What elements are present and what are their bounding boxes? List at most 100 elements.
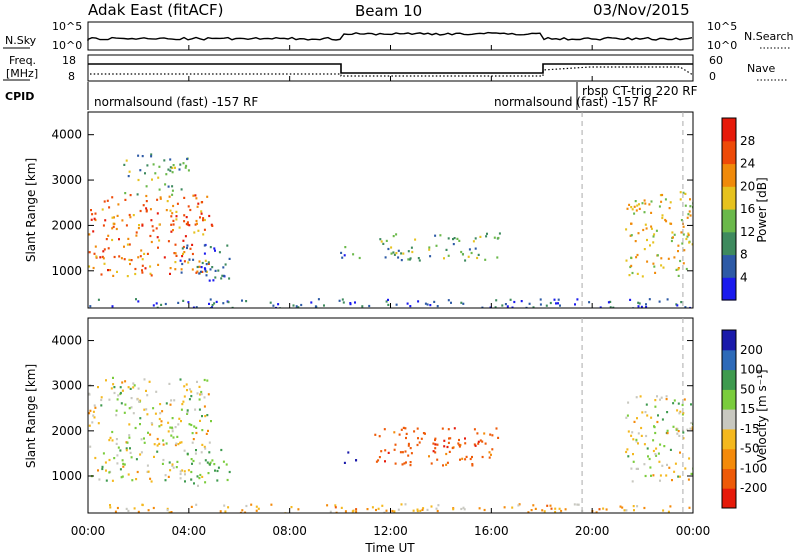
heatmap-cell xyxy=(135,298,137,301)
heatmap-cell xyxy=(658,205,661,208)
heatmap-cell xyxy=(476,432,479,435)
heatmap-cell xyxy=(677,250,679,253)
heatmap-cell xyxy=(123,258,126,261)
nsearch-tick-bottom: 10^0 xyxy=(707,39,737,52)
heatmap-cell xyxy=(661,464,664,467)
heatmap-cell xyxy=(183,251,186,254)
heatmap-cell xyxy=(292,304,295,307)
heatmap-cell xyxy=(210,223,213,226)
freq-tick-top: 18 xyxy=(62,54,76,67)
heatmap-cell xyxy=(165,402,168,405)
heatmap-cell xyxy=(231,306,234,308)
heatmap-cell xyxy=(539,298,542,301)
heatmap-cell xyxy=(462,506,465,509)
heatmap-cell xyxy=(407,250,410,253)
heatmap-cell xyxy=(633,509,635,512)
heatmap-cell xyxy=(496,256,499,259)
heatmap-cell xyxy=(141,269,143,272)
heatmap-cell xyxy=(128,407,131,410)
colorbar-tick-label: 100 xyxy=(740,363,763,377)
x-tick-label: 20:00 xyxy=(575,524,610,538)
heatmap-cell xyxy=(392,251,395,254)
heatmap-cell xyxy=(405,432,408,435)
heatmap-cell xyxy=(662,266,665,269)
heatmap-cell xyxy=(203,396,206,399)
heatmap-cell xyxy=(448,450,451,453)
heatmap-cell xyxy=(673,256,676,259)
heatmap-cell xyxy=(518,503,521,506)
heatmap-cell xyxy=(667,257,670,260)
heatmap-cell xyxy=(121,219,124,222)
heatmap-cell xyxy=(626,207,629,210)
heatmap-cell xyxy=(129,262,131,266)
heatmap-cell xyxy=(655,447,658,450)
heatmap-cell xyxy=(573,503,576,506)
heatmap-cell xyxy=(166,200,169,203)
heatmap-cell xyxy=(436,458,439,461)
heatmap-cell xyxy=(159,196,162,199)
heatmap-cell xyxy=(175,215,178,218)
heatmap-cell xyxy=(207,393,210,396)
heatmap-cell xyxy=(92,410,95,413)
heatmap-cell xyxy=(150,422,153,425)
heatmap-cell xyxy=(408,258,411,261)
heatmap-cell xyxy=(181,403,184,406)
heatmap-cell xyxy=(464,442,467,445)
heatmap-cell xyxy=(637,467,639,470)
heatmap-cell xyxy=(654,453,657,456)
heatmap-cell xyxy=(155,227,158,230)
heatmap-cell xyxy=(120,402,123,405)
heatmap-cell xyxy=(630,206,633,209)
heatmap-cell xyxy=(132,382,135,385)
heatmap-cell xyxy=(539,303,542,306)
heatmap-cell xyxy=(501,304,504,307)
heatmap-cell xyxy=(179,470,182,473)
heatmap-cell xyxy=(417,257,420,260)
heatmap-cell xyxy=(684,192,687,195)
heatmap-cell xyxy=(637,301,640,304)
heatmap-cell xyxy=(245,300,248,303)
heatmap-cell xyxy=(546,504,549,507)
heatmap-cell xyxy=(377,507,380,510)
heatmap-cell xyxy=(643,463,646,466)
heatmap-cell xyxy=(378,456,381,459)
heatmap-cell xyxy=(171,417,174,420)
heatmap-cell xyxy=(670,239,673,243)
heatmap-cell xyxy=(92,266,95,270)
heatmap-cell xyxy=(653,233,656,236)
heatmap-cell xyxy=(152,304,155,307)
heatmap-cell xyxy=(203,405,206,408)
heatmap-cell xyxy=(88,251,91,254)
heatmap-cell xyxy=(191,432,194,435)
heatmap-cell xyxy=(169,158,172,161)
heatmap-cell xyxy=(111,216,114,219)
heatmap-cell xyxy=(127,237,130,240)
heatmap-cell xyxy=(139,417,142,420)
heatmap-cell xyxy=(203,218,206,222)
colorbar-frame xyxy=(721,329,737,509)
y-tick-label: 2000 xyxy=(51,218,82,232)
heatmap-cell xyxy=(684,306,687,308)
heatmap-cell xyxy=(393,253,396,256)
time-axis: 00:00 04:00 08:00 12:00 16:00 20:00 00:00 xyxy=(71,45,710,538)
heatmap-cell xyxy=(214,276,217,279)
heatmap-cell xyxy=(644,474,647,478)
heatmap-cell xyxy=(652,262,655,265)
heatmap-cell xyxy=(187,205,190,208)
heatmap-cell xyxy=(196,380,198,383)
heatmap-cell xyxy=(479,235,482,238)
heatmap-cell xyxy=(633,420,636,423)
heatmap-cell xyxy=(672,425,675,428)
heatmap-cell xyxy=(207,429,209,432)
heatmap-cell xyxy=(188,224,191,227)
heatmap-cell xyxy=(204,481,207,484)
heatmap-cell xyxy=(654,271,657,274)
heatmap-cell xyxy=(682,412,685,415)
heatmap-cell xyxy=(183,470,186,473)
heatmap-cell xyxy=(458,239,461,242)
heatmap-cell xyxy=(121,459,124,462)
heatmap-cell xyxy=(343,254,346,257)
heatmap-cell xyxy=(650,227,653,230)
heatmap-cell xyxy=(641,275,644,278)
heatmap-cell xyxy=(185,383,188,386)
